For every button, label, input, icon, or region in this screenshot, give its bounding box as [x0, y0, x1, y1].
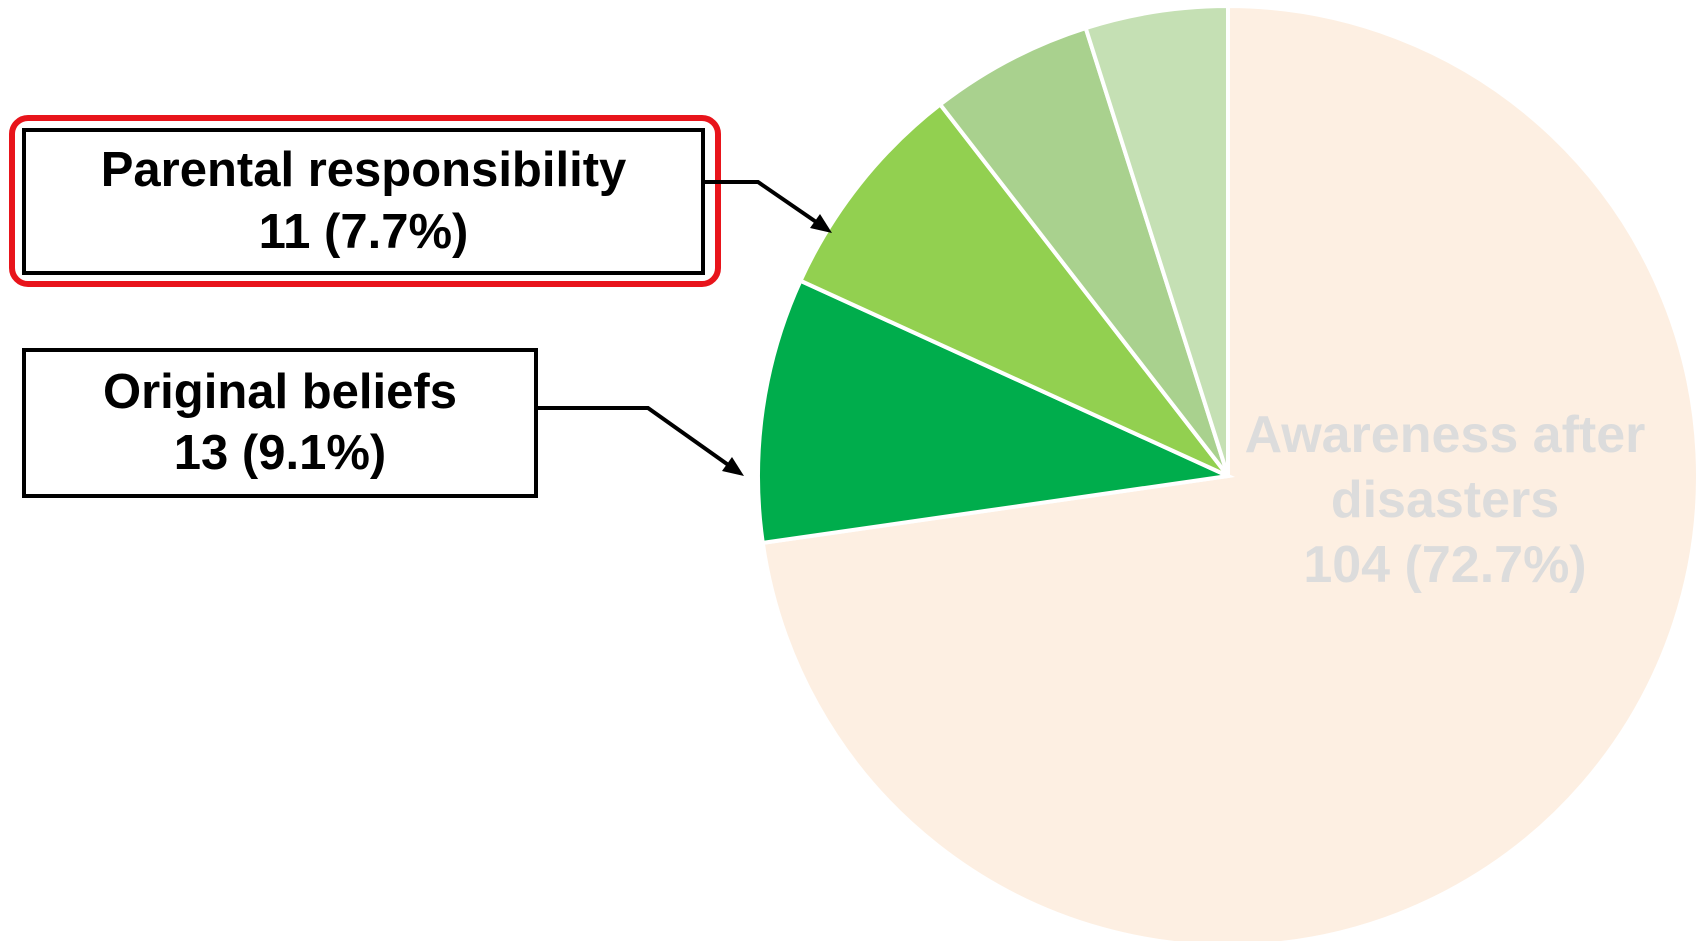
slice-label: Awareness after disasters 104 (72.7%) — [1235, 395, 1655, 605]
arrow-head — [810, 214, 832, 233]
value-label: 11 (7.7%) — [258, 204, 469, 259]
category-label: Awareness after disasters — [1244, 405, 1646, 529]
arrow-head — [722, 457, 744, 476]
slices — [756, 3, 1697, 941]
slice-label: Parental responsibility 11 (7.7%) — [22, 128, 705, 275]
value-label: 13 (9.1%) — [173, 426, 387, 480]
slice-label: Original beliefs 13 (9.1%) — [22, 348, 538, 498]
pie-slice — [797, 101, 1230, 478]
category-label: Original beliefs — [103, 364, 457, 419]
pie-slice — [756, 278, 1236, 546]
leader-line — [705, 180, 824, 228]
leader-line — [538, 406, 736, 471]
pie-slice — [937, 25, 1230, 478]
pie-slice — [1083, 3, 1230, 477]
highlight[interactable] — [9, 115, 721, 287]
value-label: 104 (72.7%) — [1303, 535, 1587, 594]
category-label: Parental responsibility — [100, 143, 627, 198]
